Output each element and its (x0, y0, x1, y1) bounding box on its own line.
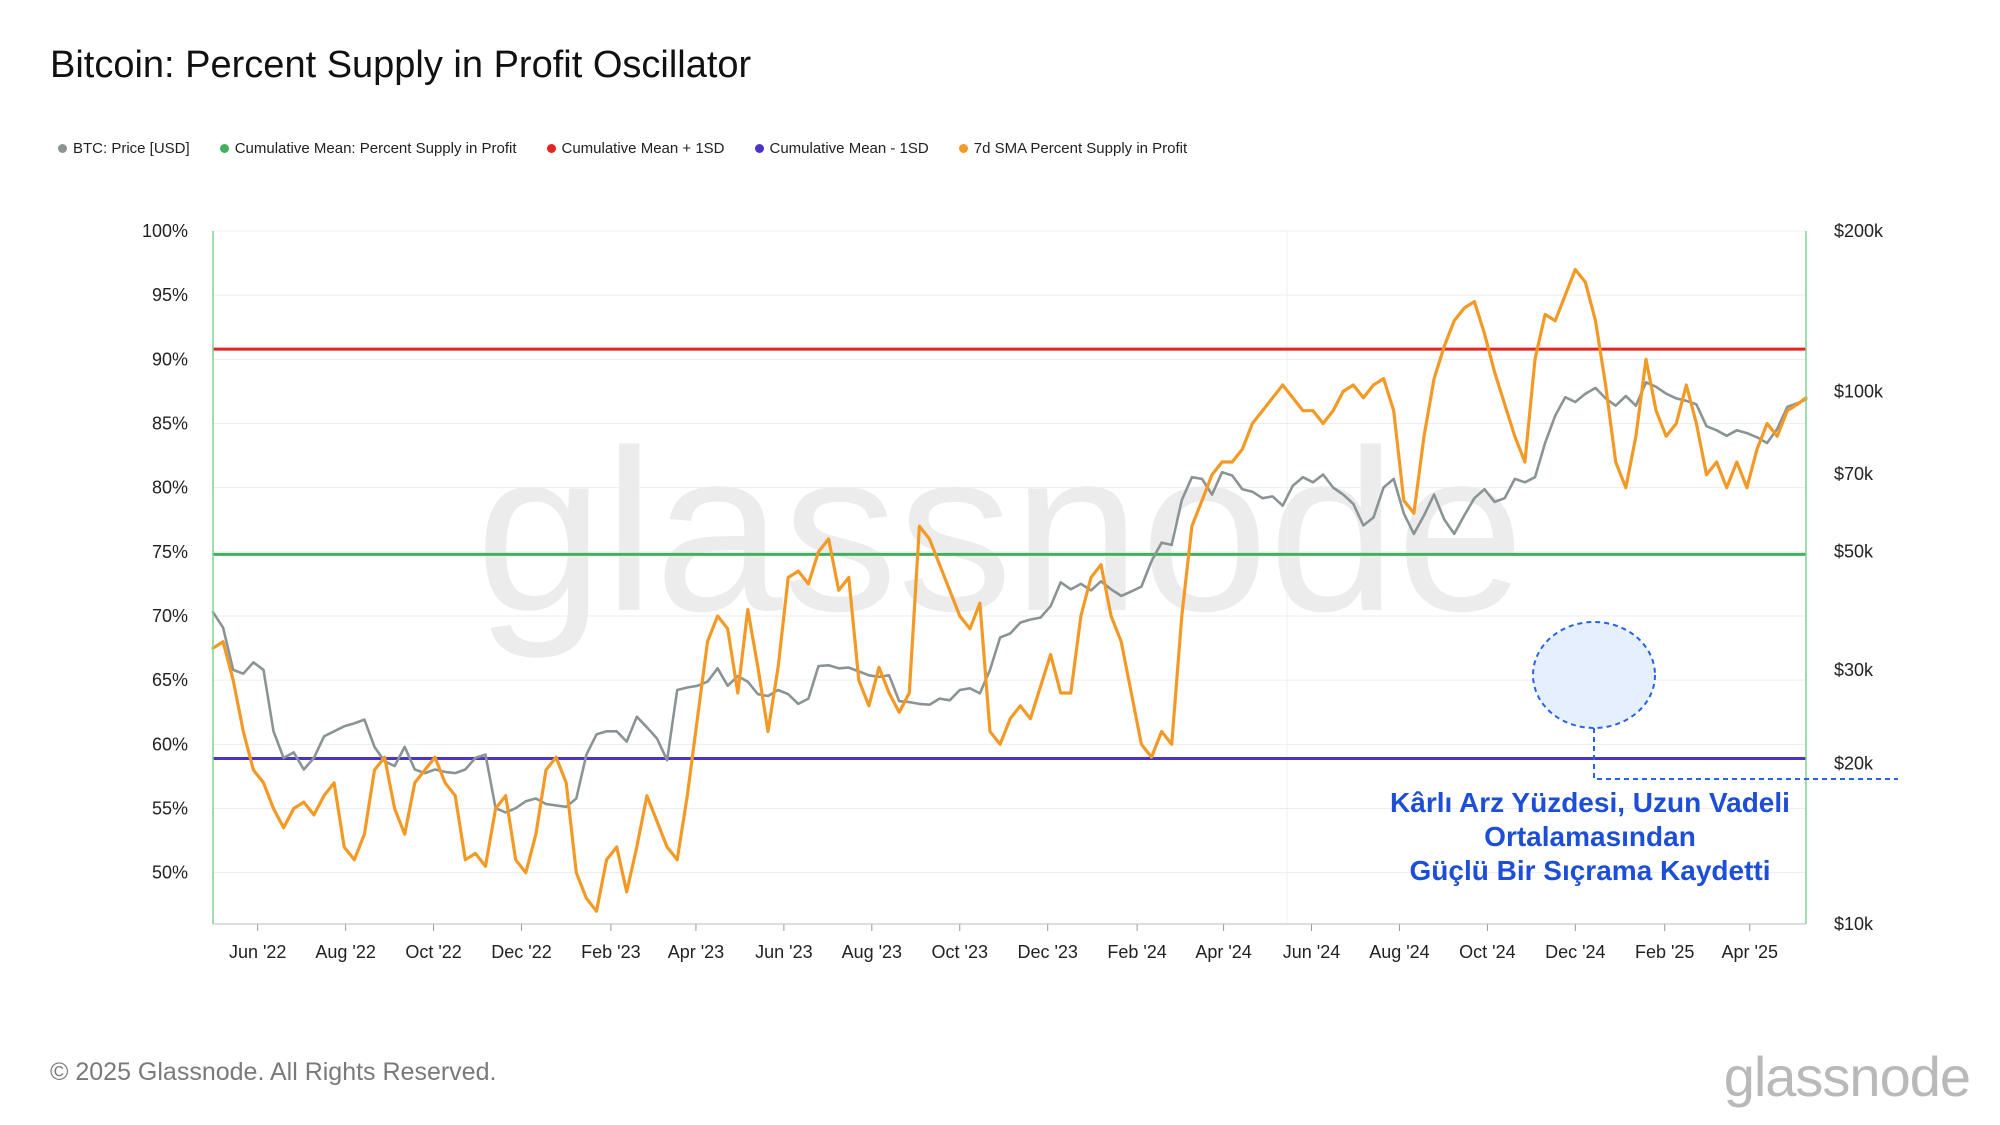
y-left-tick-label: 95% (152, 285, 188, 305)
y-right-tick-label: $30k (1834, 660, 1874, 680)
chart-title: Bitcoin: Percent Supply in Profit Oscill… (50, 44, 752, 86)
x-tick-label: Aug '23 (842, 942, 903, 962)
legend-label-mean-plus-1sd: Cumulative Mean + 1SD (561, 140, 725, 157)
watermark-text: glassnode (476, 402, 1525, 659)
y-left-tick-label: 55% (152, 799, 188, 819)
y-left-tick-label: 90% (152, 349, 188, 369)
series-line-7d-sma (211, 267, 1808, 913)
y-right-tick-label: $20k (1834, 754, 1874, 774)
x-tick-label: Aug '24 (1369, 942, 1430, 962)
legend-dot-7d-sma (958, 144, 968, 153)
y-left-tick-label: 60% (152, 734, 188, 754)
legend-label-cumulative-mean: Cumulative Mean: Percent Supply in Profi… (234, 140, 517, 157)
y-right-tick-label: $70k (1834, 464, 1874, 484)
brand-logo: glassnode (1723, 1045, 1971, 1108)
x-tick-label: Apr '23 (668, 942, 724, 962)
legend-item-mean-minus-1sd[interactable]: Cumulative Mean - 1SD (754, 140, 929, 157)
legend-label-7d-sma: 7d SMA Percent Supply in Profit (973, 140, 1188, 157)
x-tick-label: Jun '22 (229, 942, 286, 962)
annotation-callout: Kârlı Arz Yüzdesi, Uzun Vadeli Ortalamas… (1330, 786, 1850, 888)
x-tick-label: Apr '25 (1722, 942, 1778, 962)
legend-item-7d-sma[interactable]: 7d SMA Percent Supply in Profit (958, 140, 1188, 157)
legend-label-btc-price: BTC: Price [USD] (73, 140, 190, 157)
y-left-tick-label: 85% (152, 414, 188, 434)
legend: BTC: Price [USD] Cumulative Mean: Percen… (58, 140, 1187, 157)
series-line-btc-price (211, 381, 1808, 814)
y-left-tick-label: 80% (152, 478, 188, 498)
legend-dot-btc-price (58, 144, 67, 153)
y-right-tick-label: $50k (1834, 542, 1874, 562)
x-tick-label: Aug '22 (315, 942, 376, 962)
x-tick-label: Oct '23 (932, 942, 988, 962)
annotation-line-2: Ortalamasından (1484, 821, 1696, 852)
x-tick-label: Dec '24 (1545, 942, 1605, 962)
x-tick-label: Jun '24 (1283, 942, 1340, 962)
annotation-line-3: Güçlü Bir Sıçrama Kaydetti (1409, 855, 1771, 886)
legend-dot-cumulative-mean (219, 144, 229, 153)
x-tick-label: Jun '23 (755, 942, 812, 962)
annotation-leader-line (1593, 728, 1898, 780)
y-left-tick-label: 65% (152, 670, 188, 690)
legend-dot-mean-minus-1sd (754, 144, 764, 153)
copyright-footer: © 2025 Glassnode. All Rights Reserved. (50, 1058, 497, 1086)
legend-item-mean-plus-1sd[interactable]: Cumulative Mean + 1SD (546, 140, 725, 157)
x-tick-label: Feb '25 (1635, 942, 1694, 962)
annotation-line-1: Kârlı Arz Yüzdesi, Uzun Vadeli (1390, 787, 1790, 818)
legend-item-btc-price[interactable]: BTC: Price [USD] (58, 140, 190, 157)
y-left-tick-label: 70% (152, 606, 188, 626)
x-tick-label: Oct '22 (405, 942, 461, 962)
x-tick-label: Feb '24 (1107, 942, 1166, 962)
y-left-tick-label: 50% (152, 863, 188, 883)
y-right-tick-label: $200k (1834, 221, 1884, 241)
x-tick-label: Dec '23 (1017, 942, 1077, 962)
y-left-tick-label: 100% (142, 221, 188, 241)
x-tick-label: Feb '23 (581, 942, 640, 962)
x-tick-label: Apr '24 (1195, 942, 1251, 962)
annotation-ellipse (1532, 621, 1656, 729)
y-left-tick-label: 75% (152, 542, 188, 562)
y-right-tick-label: $10k (1834, 914, 1874, 934)
y-right-tick-label: $100k (1834, 381, 1884, 401)
legend-dot-mean-plus-1sd (546, 144, 556, 153)
x-tick-label: Dec '22 (491, 942, 551, 962)
legend-label-mean-minus-1sd: Cumulative Mean - 1SD (769, 140, 929, 157)
x-tick-label: Oct '24 (1459, 942, 1515, 962)
legend-item-cumulative-mean[interactable]: Cumulative Mean: Percent Supply in Profi… (219, 140, 517, 157)
